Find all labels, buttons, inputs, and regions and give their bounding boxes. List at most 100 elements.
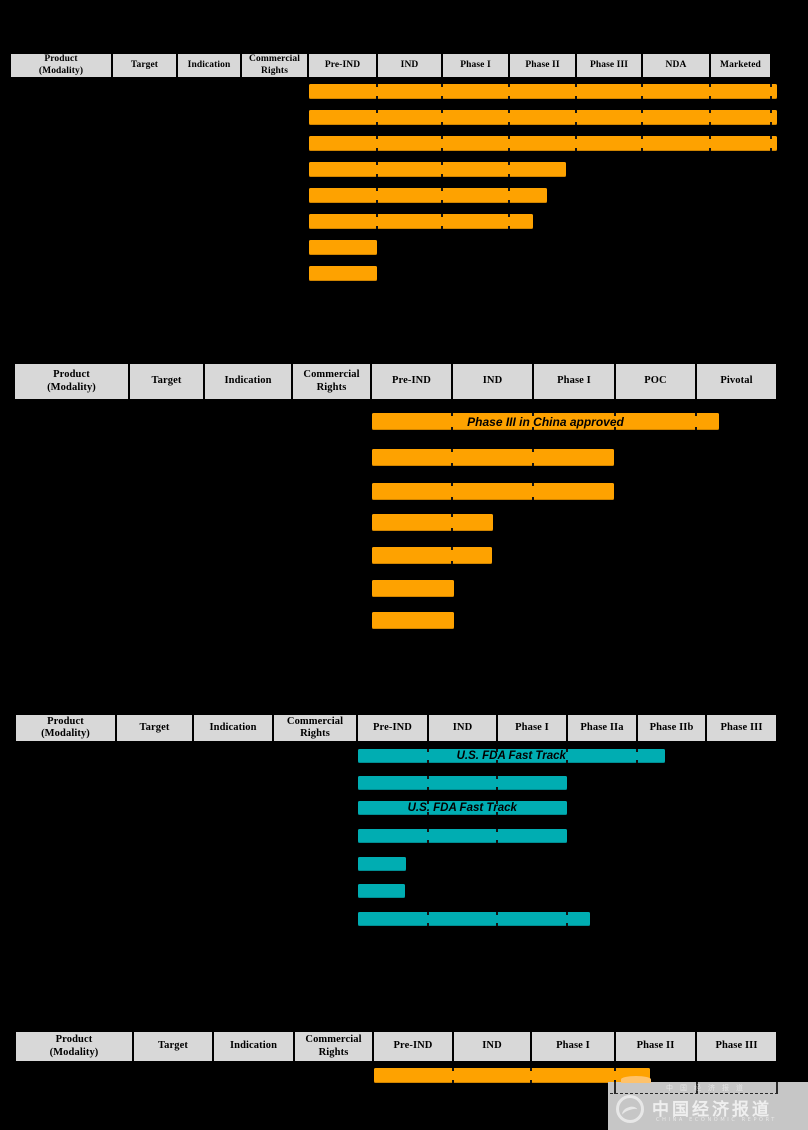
header-cell-commercial-rights: Commercial Rights bbox=[294, 1031, 373, 1062]
header-cell-line: Phase I bbox=[557, 375, 591, 387]
header-cell-indication: Indication bbox=[177, 53, 241, 78]
phase-boundary-tick bbox=[770, 148, 772, 151]
phase-boundary-tick bbox=[427, 812, 429, 815]
phase-boundary-tick bbox=[451, 413, 453, 416]
phase-boundary-tick bbox=[451, 546, 453, 550]
header-cell-line: Phase II bbox=[636, 1040, 675, 1052]
header-cell-line: Commercial bbox=[305, 1034, 362, 1046]
header-cell-phase-iib: Phase IIb bbox=[637, 714, 706, 742]
phase-boundary-tick bbox=[441, 213, 443, 217]
bar-annotation: Phase III in China approved bbox=[467, 414, 624, 429]
phase-boundary-tick bbox=[770, 122, 772, 125]
header-cell-product-modality: Product (Modality) bbox=[15, 714, 116, 742]
pipeline-table-2-bar-3 bbox=[372, 482, 614, 500]
phase-boundary-tick bbox=[441, 136, 443, 139]
phase-boundary-tick bbox=[508, 148, 510, 151]
phase-boundary-tick bbox=[376, 174, 378, 177]
phase-boundary-tick bbox=[376, 148, 378, 151]
header-cell-line: POC bbox=[644, 375, 667, 387]
watermark-small-text: 中国经济报道 bbox=[666, 1084, 750, 1092]
phase-boundary-tick bbox=[709, 84, 711, 87]
pipeline-table-3-bar-7 bbox=[357, 912, 590, 926]
header-cell-line: Product bbox=[55, 1034, 93, 1046]
header-cell-line: Commercial bbox=[249, 54, 300, 65]
phase-boundary-tick bbox=[451, 463, 453, 466]
watermark-logo-icon bbox=[616, 1095, 644, 1123]
watermark-subtitle: CHINA ECONOMIC REPORT bbox=[656, 1117, 777, 1123]
phase-boundary-tick bbox=[614, 1068, 616, 1071]
phase-boundary-tick bbox=[451, 527, 453, 531]
pipeline-table-1-bar-8 bbox=[309, 266, 377, 281]
header-cell-indication: Indication bbox=[193, 714, 273, 742]
header-cell-pre-ind: Pre-IND bbox=[371, 363, 452, 400]
phase-boundary-tick bbox=[575, 84, 577, 87]
header-cell-line: Commercial bbox=[303, 369, 360, 381]
phase-boundary-tick bbox=[532, 463, 534, 466]
phase-boundary-tick bbox=[770, 84, 772, 87]
header-cell-line: (Modality) bbox=[47, 381, 96, 393]
header-cell-phase-ii: Phase II bbox=[615, 1031, 696, 1062]
phase-boundary-tick bbox=[709, 96, 711, 99]
pipeline-table-3-bar-3: U.S. FDA Fast Track bbox=[357, 801, 567, 815]
header-cell-line: Phase IIa bbox=[580, 721, 624, 733]
phase-boundary-tick bbox=[641, 122, 643, 125]
header-cell-line: (Modality) bbox=[49, 1046, 99, 1058]
phase-boundary-tick bbox=[508, 162, 510, 165]
header-cell-line: Rights bbox=[261, 65, 288, 76]
phase-boundary-tick bbox=[496, 801, 498, 804]
header-cell-commercial-rights: Commercial Rights bbox=[241, 53, 308, 78]
phase-boundary-tick bbox=[496, 828, 498, 832]
phase-boundary-tick bbox=[376, 96, 378, 99]
phase-boundary-tick bbox=[770, 96, 772, 99]
header-cell-phase-i: Phase I bbox=[531, 1031, 615, 1062]
pipeline-table-4-bar-1 bbox=[374, 1068, 650, 1083]
phase-boundary-tick bbox=[427, 786, 429, 790]
pipeline-table-3-bar-4 bbox=[357, 828, 567, 843]
pipeline-table-1-bar-4 bbox=[309, 162, 566, 177]
header-cell-line: Product bbox=[47, 715, 84, 727]
phase-boundary-tick bbox=[451, 449, 453, 452]
pipeline-table-3-bar-6 bbox=[357, 883, 405, 898]
phase-boundary-tick bbox=[427, 775, 429, 779]
phase-boundary-tick bbox=[575, 148, 577, 151]
header-cell-line: Rights bbox=[316, 381, 347, 393]
header-cell-phase-i: Phase I bbox=[533, 363, 615, 400]
phase-boundary-tick bbox=[508, 213, 510, 217]
phase-boundary-tick bbox=[770, 110, 772, 113]
phase-boundary-tick bbox=[441, 187, 443, 191]
header-cell-line: Target bbox=[130, 59, 159, 70]
phase-boundary-tick bbox=[508, 174, 510, 177]
phase-boundary-tick bbox=[496, 775, 498, 779]
phase-boundary-tick bbox=[575, 96, 577, 99]
header-cell-line: Product bbox=[53, 369, 90, 381]
pipeline-table-1-bar-5 bbox=[309, 187, 547, 203]
header-cell-line: IND bbox=[482, 375, 503, 387]
phase-boundary-tick bbox=[427, 760, 429, 763]
header-cell-line: Phase I bbox=[515, 721, 549, 733]
phase-boundary-tick bbox=[508, 96, 510, 99]
header-cell-indication: Indication bbox=[204, 363, 292, 400]
pipeline-table-1-bar-6 bbox=[309, 213, 533, 229]
table-gridline bbox=[696, 1082, 698, 1094]
phase-boundary-tick bbox=[532, 427, 534, 430]
header-cell-line: (Modality) bbox=[41, 728, 90, 739]
phase-boundary-tick bbox=[427, 912, 429, 915]
phase-boundary-tick bbox=[452, 1080, 454, 1083]
header-cell-pre-ind: Pre-IND bbox=[357, 714, 428, 742]
header-cell-target: Target bbox=[133, 1031, 213, 1062]
header-cell-line: IND bbox=[400, 59, 419, 70]
header-cell-pivotal: Pivotal bbox=[696, 363, 777, 400]
phase-boundary-tick bbox=[508, 84, 510, 87]
phase-boundary-tick bbox=[532, 449, 534, 452]
phase-boundary-tick bbox=[709, 122, 711, 125]
header-cell-line: Target bbox=[151, 375, 182, 387]
pipeline-table-2-bar-1: Phase III in China approved bbox=[372, 413, 719, 430]
phase-boundary-tick bbox=[496, 760, 498, 763]
phase-boundary-tick bbox=[451, 560, 453, 564]
phase-boundary-tick bbox=[376, 213, 378, 217]
header-cell-line: Marketed bbox=[720, 59, 761, 70]
header-cell-nda: NDA bbox=[642, 53, 710, 78]
phase-boundary-tick bbox=[575, 136, 577, 139]
header-cell-line: Target bbox=[139, 721, 170, 733]
pipeline-table-3-bar-2 bbox=[357, 775, 567, 790]
